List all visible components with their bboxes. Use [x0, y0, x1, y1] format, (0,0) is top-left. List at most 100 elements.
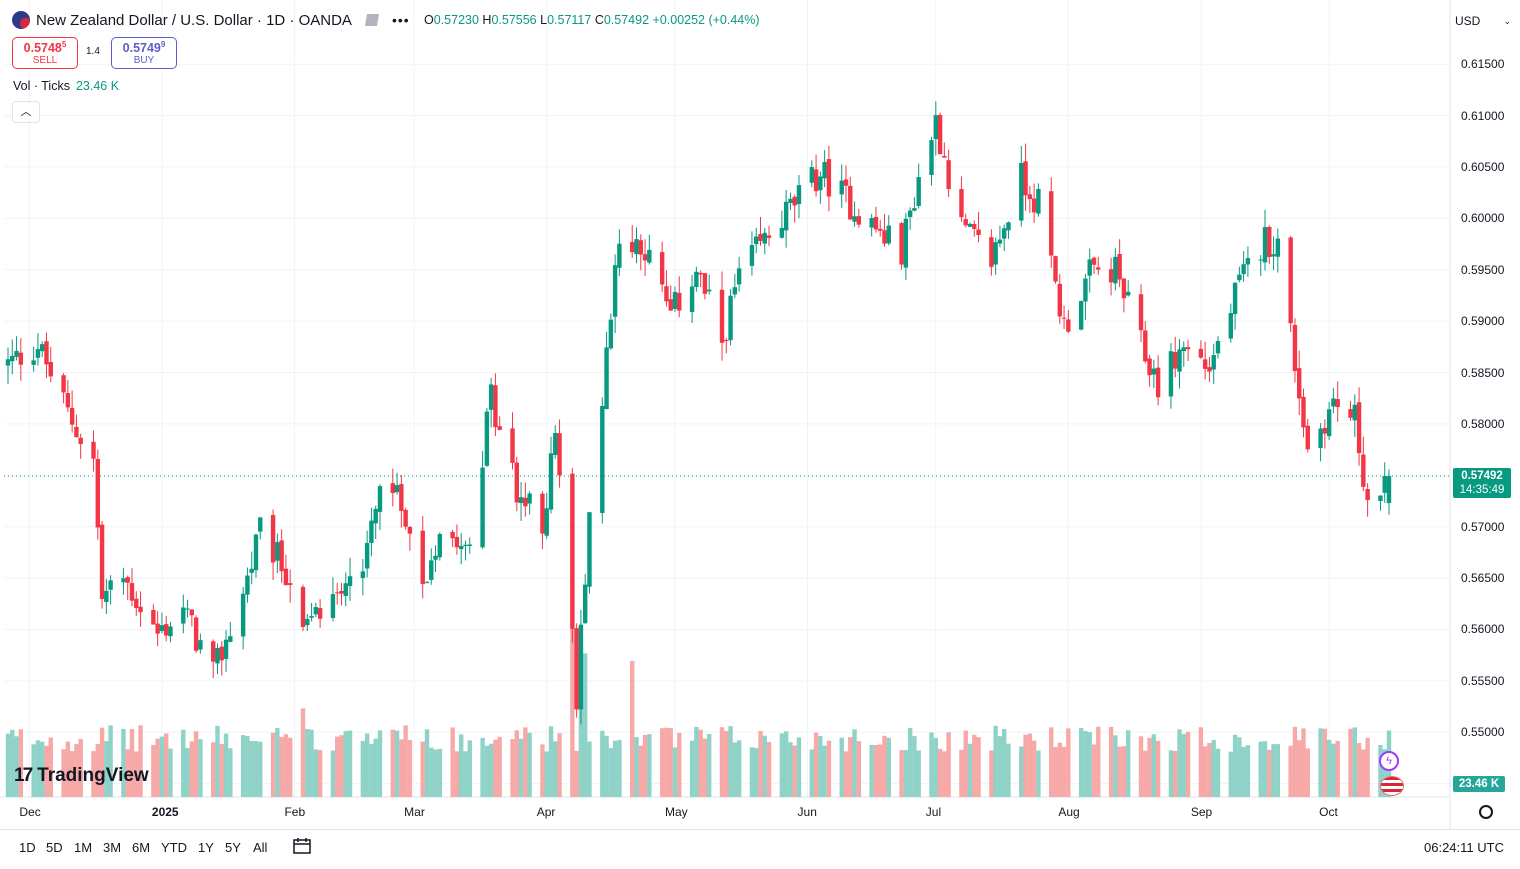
volume-bar — [856, 741, 862, 797]
candle-body — [193, 617, 199, 651]
candle-body — [1322, 427, 1328, 434]
candle-body — [219, 646, 224, 661]
volume-bar — [1002, 729, 1007, 797]
volume-bar — [826, 740, 832, 797]
volume-bar — [1322, 728, 1328, 797]
volume-bar — [1232, 734, 1238, 797]
candle-body — [848, 185, 853, 220]
time-axis-label: Dec — [19, 805, 41, 819]
candle-body — [514, 462, 519, 503]
symbol-header[interactable]: New Zealand Dollar / U.S. Dollar · 1D · … — [12, 9, 414, 31]
collapse-legend-button[interactable]: ︿ — [12, 101, 40, 123]
candle-body — [668, 299, 673, 311]
candle-body — [1177, 349, 1182, 372]
candle-body — [1301, 396, 1306, 428]
volume-bar — [1121, 746, 1127, 797]
timeframe-1d-button[interactable]: 1D — [19, 840, 36, 855]
candle-body — [809, 167, 815, 183]
buy-button[interactable]: 0.57499 BUY — [111, 37, 177, 69]
timeframe-5y-button[interactable]: 5Y — [225, 840, 241, 855]
candle-body — [582, 584, 588, 624]
price-axis-label: 0.56000 — [1461, 622, 1505, 637]
timeframe-ytd-button[interactable]: YTD — [161, 840, 187, 855]
volume-bar — [335, 736, 340, 797]
volume-bar — [1237, 737, 1242, 797]
candle-body — [480, 467, 485, 548]
timeframe-1y-button[interactable]: 1Y — [198, 840, 214, 855]
candle-body — [1241, 264, 1246, 275]
candle-body — [1245, 258, 1251, 265]
currency-selector[interactable]: USD ⌄ — [1455, 10, 1511, 32]
volume-bar — [488, 743, 494, 797]
calendar-icon[interactable] — [292, 837, 312, 855]
candle-body — [1202, 359, 1208, 369]
candle-body — [706, 289, 712, 292]
volume-bar — [1023, 734, 1028, 797]
timeframe-all-button[interactable]: All — [253, 840, 268, 855]
candle-body — [347, 576, 353, 587]
timeframe-3m-button[interactable]: 3M — [103, 840, 122, 855]
candle-body — [630, 241, 635, 253]
volume-bar — [287, 737, 293, 797]
candle-body — [18, 352, 24, 365]
volume-legend[interactable]: Vol · Ticks 23.46 K — [13, 79, 120, 93]
symbol-title[interactable]: New Zealand Dollar / U.S. Dollar · 1D · … — [36, 11, 352, 29]
volume-bar — [1382, 749, 1387, 797]
volume-bar — [215, 725, 220, 797]
tradingview-logo[interactable]: 17 TradingView — [14, 765, 149, 786]
more-options-button[interactable]: ••• — [391, 12, 410, 28]
volume-bar — [228, 748, 233, 797]
volume-bar — [40, 741, 45, 797]
us-flag-icon[interactable] — [1380, 776, 1404, 796]
volume-bar — [189, 741, 195, 797]
candle-body — [300, 586, 306, 627]
candle-body — [869, 218, 874, 228]
volume-bar — [1211, 739, 1216, 797]
flash-icon[interactable]: ϟ — [1379, 751, 1399, 771]
market-status-icon[interactable] — [364, 14, 379, 26]
volume-bar — [796, 737, 802, 797]
volume-bar — [1117, 746, 1122, 797]
candle-body — [724, 339, 729, 342]
volume-bar — [672, 747, 678, 797]
candle-body — [95, 458, 100, 528]
chevron-down-icon: ⌄ — [1503, 16, 1511, 26]
candle-body — [287, 583, 293, 586]
timeframe-6m-button[interactable]: 6M — [132, 840, 151, 855]
settings-gear-icon[interactable] — [1479, 805, 1493, 819]
volume-bar — [647, 734, 652, 797]
volume-bar — [1335, 740, 1340, 797]
candle-body — [967, 223, 973, 227]
candle-body — [634, 239, 639, 255]
volume-bar — [1108, 726, 1114, 797]
volume-bar — [1215, 748, 1221, 797]
volume-bar — [587, 741, 592, 797]
volume-bar — [783, 731, 789, 797]
sell-button[interactable]: 0.57485 SELL — [12, 37, 78, 69]
volume-bar — [548, 726, 554, 797]
candle-body — [1173, 352, 1178, 369]
volume-bar — [1019, 746, 1024, 797]
volume-bar — [788, 742, 793, 797]
volume-bar — [245, 736, 250, 797]
candle-body — [377, 486, 383, 512]
candle-body — [989, 237, 994, 267]
volume-bar — [1096, 726, 1101, 797]
volume-bar — [1301, 728, 1306, 797]
volume-bar — [882, 735, 887, 797]
volume-bar — [369, 744, 374, 797]
volume-bar — [1057, 742, 1062, 797]
candle-body — [929, 140, 934, 175]
timeframe-1m-button[interactable]: 1M — [74, 840, 93, 855]
utc-clock[interactable]: 06:24:11 UTC — [1424, 840, 1504, 855]
volume-bar — [762, 735, 767, 797]
timeframe-5d-button[interactable]: 5D — [46, 840, 63, 855]
volume-bar — [377, 730, 383, 797]
candle-body — [134, 598, 139, 608]
candle-body — [463, 544, 468, 547]
candle-body — [313, 607, 319, 615]
volume-bar — [463, 751, 468, 797]
volume-bar — [523, 727, 528, 797]
candle-body — [78, 437, 83, 444]
